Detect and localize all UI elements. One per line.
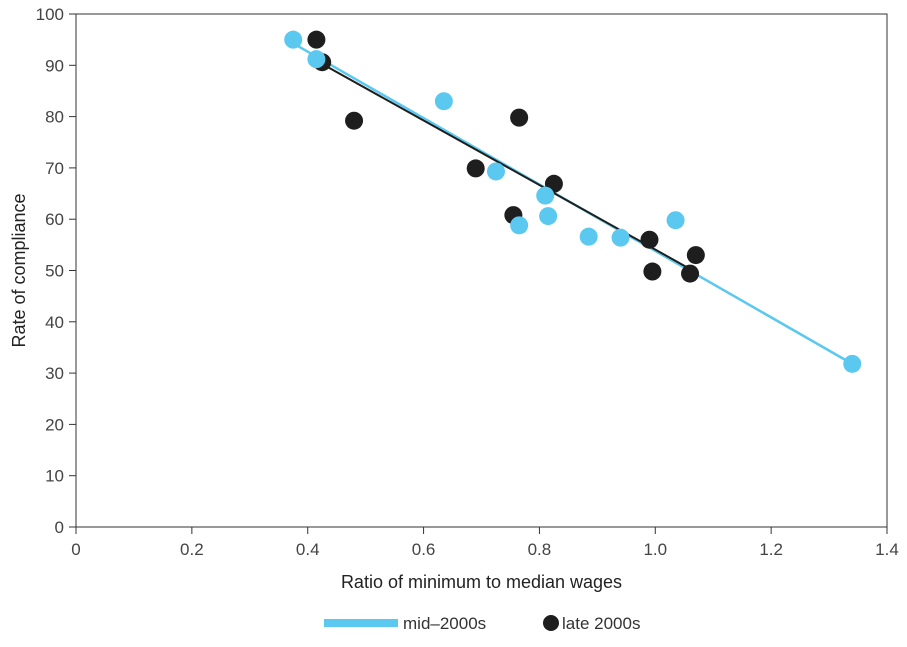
x-tick-label: 0.4	[296, 540, 320, 559]
trendline-late-2000s	[313, 58, 691, 270]
x-axis: 0 0.2 0.4 0.6 0.8 1.0 1.2 1.4	[71, 527, 899, 559]
trendlines	[289, 40, 853, 365]
point-mid-2000s	[579, 227, 598, 246]
point-late-2000s	[643, 262, 662, 281]
y-tick-label: 90	[45, 56, 64, 75]
legend-label-late-2000s: late 2000s	[562, 614, 640, 633]
point-mid-2000s	[434, 92, 453, 111]
point-mid-2000s	[307, 50, 326, 69]
data-points	[284, 30, 862, 373]
point-late-2000s	[466, 159, 485, 178]
y-tick-label: 20	[45, 415, 64, 434]
x-tick-label: 0	[71, 540, 80, 559]
point-late-2000s	[345, 111, 364, 130]
x-tick-label: 0.2	[180, 540, 204, 559]
y-tick-label: 50	[45, 262, 64, 281]
legend: mid–2000s late 2000s	[324, 614, 640, 633]
point-late-2000s	[510, 108, 529, 127]
point-mid-2000s	[611, 228, 630, 247]
y-tick-label: 10	[45, 467, 64, 486]
legend-label-mid-2000s: mid–2000s	[403, 614, 486, 633]
y-tick-label: 0	[55, 518, 64, 537]
y-tick-label: 40	[45, 313, 64, 332]
x-tick-label: 0.6	[412, 540, 436, 559]
point-late-2000s	[640, 230, 659, 249]
point-mid-2000s	[284, 30, 303, 49]
x-tick-label: 1.0	[643, 540, 667, 559]
x-tick-label: 0.8	[528, 540, 552, 559]
plot-frame	[75, 13, 888, 528]
y-tick-label: 80	[45, 108, 64, 127]
y-axis: 0 10 20 30 40 50 60 70 80 90 100	[36, 5, 76, 537]
point-mid-2000s	[486, 162, 505, 181]
y-tick-label: 60	[45, 210, 64, 229]
x-axis-title: Ratio of minimum to median wages	[341, 572, 622, 592]
point-mid-2000s	[536, 186, 555, 205]
y-tick-label: 70	[45, 159, 64, 178]
y-axis-title: Rate of compliance	[9, 193, 29, 347]
point-mid-2000s	[510, 216, 529, 235]
point-late-2000s	[686, 246, 705, 265]
point-mid-2000s	[666, 211, 685, 230]
point-mid-2000s	[539, 207, 558, 226]
x-tick-label: 1.2	[759, 540, 783, 559]
point-late-2000s	[307, 30, 326, 49]
point-late-2000s	[681, 264, 700, 283]
point-mid-2000s	[843, 354, 862, 373]
y-tick-label: 100	[36, 5, 64, 24]
y-tick-label: 30	[45, 364, 64, 383]
x-tick-label: 1.4	[875, 540, 899, 559]
legend-marker-late-2000s	[543, 615, 559, 631]
